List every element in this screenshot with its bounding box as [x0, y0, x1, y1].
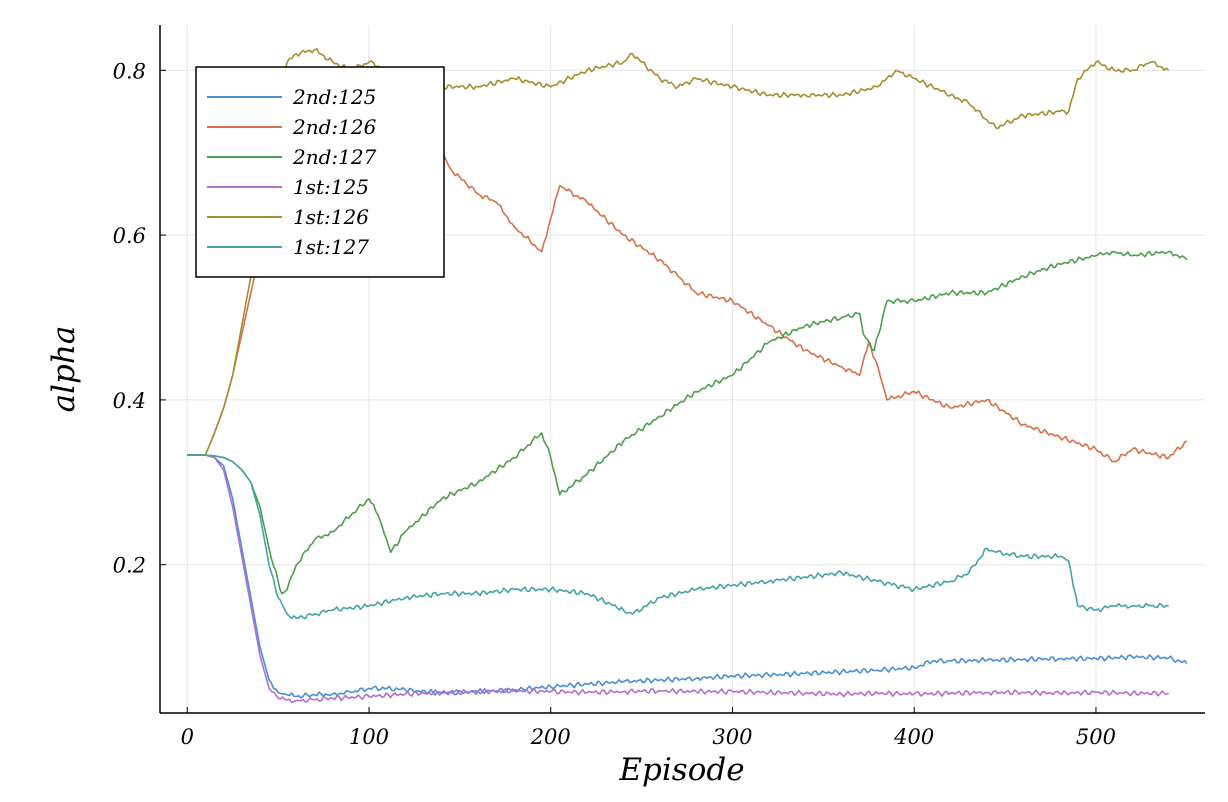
- y-tick-label: 0.8: [113, 59, 146, 83]
- series-line: [187, 454, 1169, 620]
- x-ticks: 0 100 200 300 400 500: [181, 707, 1116, 749]
- legend-label: 2nd:126: [292, 115, 377, 139]
- series-line: [187, 454, 1170, 704]
- legend-box: [195, 66, 445, 278]
- y-axis-title: alpha: [46, 326, 82, 413]
- x-tick-label: 500: [1076, 725, 1116, 749]
- legend: 2nd:125 2nd:126 2nd:127 1st:125 1st:126 1st:1…: [195, 66, 445, 278]
- series-line: [187, 250, 1188, 595]
- legend-label: 2nd:127: [292, 145, 377, 169]
- y-ticks: 0.2 0.4 0.6 0.8: [113, 59, 166, 578]
- x-tick-label: 0: [181, 725, 194, 749]
- y-tick-label: 0.4: [113, 389, 146, 413]
- x-tick-label: 200: [530, 725, 571, 749]
- legend-label: 1st:127: [293, 235, 369, 259]
- x-tick-label: 300: [712, 725, 752, 749]
- legend-label: 2nd:125: [292, 85, 376, 109]
- series-line: [187, 454, 1188, 699]
- y-tick-label: 0.2: [113, 554, 146, 578]
- y-tick-label: 0.6: [113, 224, 146, 248]
- x-axis-title: Episode: [618, 752, 744, 788]
- legend-label: 1st:125: [293, 175, 369, 199]
- x-tick-label: 400: [893, 725, 934, 749]
- legend-label: 1st:126: [293, 205, 369, 229]
- axes: [159, 25, 1205, 714]
- x-tick-label: 100: [349, 725, 389, 749]
